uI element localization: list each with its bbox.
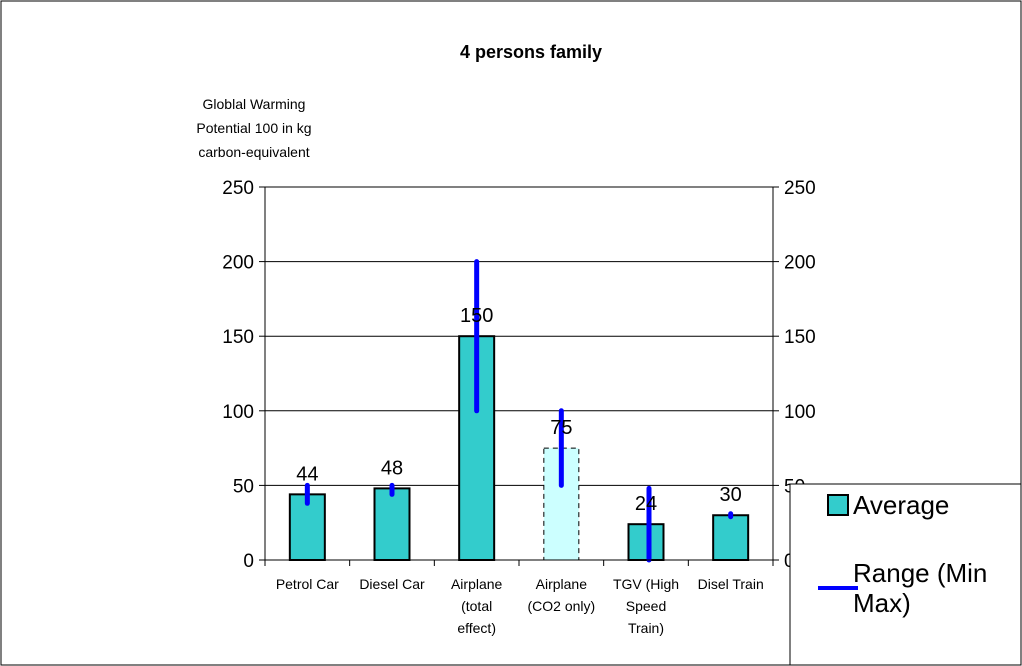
bar — [373, 487, 411, 561]
chart-title: 4 persons family — [460, 42, 602, 62]
x-tick-label: effect) — [457, 620, 496, 636]
data-label: 24 — [635, 493, 657, 515]
x-tick-label: Airplane — [536, 576, 588, 592]
range-lines — [304, 259, 734, 563]
data-label: 150 — [460, 305, 493, 327]
y-axis-label-line-1: Globlal Warming — [203, 96, 306, 112]
y-tick-label-right: 150 — [784, 327, 816, 348]
y-tick-label-left: 250 — [222, 178, 254, 199]
y-tick-label-right: 100 — [784, 402, 816, 423]
data-label: 75 — [550, 417, 572, 439]
y-tick-label-left: 200 — [222, 253, 254, 274]
y-axis-label-line-3: carbon-equivalent — [198, 144, 309, 160]
bars — [288, 335, 750, 562]
data-label: 30 — [720, 484, 742, 506]
x-tick-label: (CO2 only) — [527, 598, 595, 614]
x-tick-label: (total — [461, 598, 492, 614]
y-tick-label-left: 100 — [222, 402, 254, 423]
x-tick-label: TGV (High — [613, 576, 679, 592]
x-tick-label: Disel Train — [698, 576, 764, 592]
x-tick-label: Train) — [628, 620, 664, 636]
axes: 005050100100150150200200250250Petrol Car… — [222, 178, 815, 636]
gridlines — [265, 186, 773, 486]
y-axis-label-line-2: Potential 100 in kg — [196, 120, 311, 136]
x-tick-label: Airplane — [451, 576, 503, 592]
x-tick-label: Petrol Car — [276, 576, 339, 592]
bar — [627, 523, 665, 562]
y-tick-label-right: 0 — [784, 551, 795, 572]
y-tick-label-left: 50 — [233, 476, 254, 497]
x-tick-label: Diesel Car — [359, 576, 425, 592]
y-tick-label-right: 200 — [784, 253, 816, 274]
data-label: 48 — [381, 457, 403, 479]
data-label: 44 — [296, 463, 318, 485]
x-tick-label: Speed — [626, 598, 666, 614]
legend-label-range: Range (Min — [853, 558, 987, 588]
y-tick-label-left: 150 — [222, 327, 254, 348]
legend-swatch-average — [827, 494, 849, 516]
bar — [712, 514, 750, 561]
legend-label-range: Max) — [853, 588, 911, 618]
legend-label-average: Average — [853, 490, 949, 520]
data-labels: 44 48 150 75 24 30 — [296, 305, 742, 515]
y-tick-label-left: 0 — [243, 551, 254, 572]
y-tick-label-right: 250 — [784, 178, 816, 199]
